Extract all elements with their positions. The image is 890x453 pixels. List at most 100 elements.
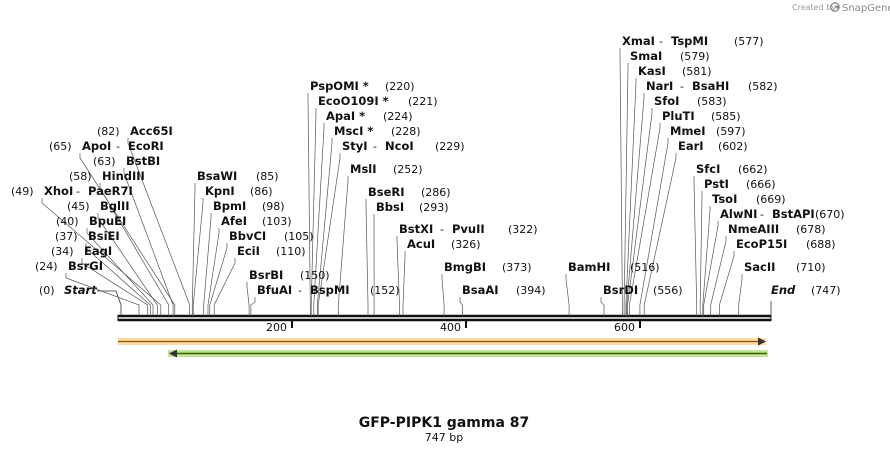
site-position: (221) [408, 95, 438, 108]
site-name: StyI [342, 139, 368, 153]
site-kasi[interactable]: KasI (581) [625, 64, 712, 316]
site-mmei[interactable]: MmeI (597) [639, 124, 746, 316]
site-leader-line [639, 138, 669, 316]
site-tsoi[interactable]: TsoI (669) [702, 192, 786, 316]
site-position: (110) [276, 245, 306, 258]
site-position: (40) [56, 215, 79, 228]
site-eagi[interactable]: EagI (34) [51, 244, 149, 316]
snapgene-logo-icon [830, 2, 840, 12]
site-position: (597) [716, 125, 746, 138]
site-pluti[interactable]: PluTI (585) [629, 109, 741, 316]
map-length: 747 bp [425, 431, 463, 444]
site-xmai[interactable]: XmaI - TspMI (577) [619, 34, 764, 316]
site-name: PluTI [662, 109, 695, 123]
site-name: BsiEI [88, 229, 120, 243]
site-ecii[interactable]: EciI (110) [213, 244, 306, 316]
site-kpni[interactable]: KpnI (86) [192, 184, 273, 316]
site-bpmi[interactable]: BpmI (98) [203, 199, 285, 316]
site-styi[interactable]: StyI - NcoI (229) [317, 139, 465, 316]
site-eari[interactable]: EarI (602) [643, 139, 748, 316]
site-name: ApoI [82, 139, 111, 153]
site-position: (662) [738, 163, 768, 176]
site-bbvci[interactable]: BbvCI (105) [209, 229, 314, 316]
site-name-separator: - [76, 185, 80, 198]
site-nmeaiii[interactable]: NmeAIII (678) [710, 222, 826, 316]
site-xhoi[interactable]: XhoI - PaeR7I (49) [11, 184, 162, 316]
site-sfci[interactable]: SfcI (662) [693, 162, 768, 316]
site-afei[interactable]: AfeI (103) [207, 214, 292, 316]
site-position: (670) [815, 208, 845, 221]
feature-orange-forward[interactable] [118, 337, 766, 346]
feature-green-reverse[interactable] [168, 349, 768, 358]
site-bsaai[interactable]: BsaAI (394) [459, 283, 546, 316]
site-bamhi[interactable]: BamHI (516) [565, 260, 660, 316]
site-name: EarI [678, 139, 704, 153]
site-apoi[interactable]: ApoI - EcoRI(65) [49, 139, 176, 316]
site-name: MscI * [334, 124, 373, 138]
site-bseri[interactable]: BseRI (286) [365, 185, 451, 316]
site-leader-line [719, 251, 735, 316]
site-pspomi[interactable]: PspOMI * (220) [307, 79, 415, 316]
site-smai[interactable]: SmaI (579) [623, 49, 710, 316]
site-name-separator: - [659, 35, 663, 48]
site-nari[interactable]: NarI - BsaHI (582) [626, 79, 778, 316]
site-bsawi[interactable]: BsaWI (85) [191, 169, 279, 316]
site-bglii[interactable]: BglII (45) [67, 199, 158, 316]
site-position: (577) [734, 35, 764, 48]
site-leader-line [629, 123, 661, 316]
site-leader-line [209, 243, 228, 316]
site-name: BglII [100, 199, 130, 213]
site-psti[interactable]: PstI (666) [699, 177, 776, 316]
site-position: (710) [796, 261, 826, 274]
site-leader-line [203, 213, 212, 316]
site-bbsi[interactable]: BbsI (293) [373, 200, 449, 316]
site-position: (98) [262, 200, 285, 213]
site-leader-line [207, 228, 220, 316]
site-bsrbi[interactable]: BsrBI (150) [246, 268, 330, 316]
site-bsrdi[interactable]: BsrDI (556) [600, 283, 683, 316]
site-name: SfcI [696, 162, 720, 176]
site-ecoo109i[interactable]: EcoO109I * (221) [310, 94, 438, 316]
site-alwni[interactable]: AlwNI - BstAPI (670) [703, 207, 845, 316]
site-acui[interactable]: AcuI (326) [402, 237, 481, 316]
site-bmgbi[interactable]: BmgBI (373) [441, 260, 532, 316]
tick-label-200: 200 [266, 321, 287, 334]
site-bfuai[interactable]: BfuAI - BspMI (152) [250, 283, 400, 316]
end-label: End [771, 283, 796, 297]
credit-prefix: Created by [792, 3, 836, 12]
site-name: PaeR7I [88, 184, 133, 198]
site-sfoi[interactable]: SfoI (583) [627, 94, 727, 316]
site-ecop15i[interactable]: EcoP15I (688) [719, 237, 836, 316]
site-name: BsaAI [462, 283, 499, 297]
site-bstbi[interactable]: BstBI (63) [93, 154, 174, 316]
site-sacii[interactable]: SacII (710) [738, 260, 826, 316]
site-msci[interactable]: MscI * (228) [316, 124, 421, 316]
ruler-tick-600: 600 [614, 321, 641, 334]
site-leader-line [250, 297, 256, 316]
site-name: BsaWI [197, 169, 237, 183]
site-msli[interactable]: MslI (252) [337, 162, 423, 316]
site-position: (602) [718, 140, 748, 153]
site-apai[interactable]: ApaI * (224) [313, 109, 413, 316]
site-position: (373) [502, 261, 532, 274]
site-leader-line [85, 243, 151, 316]
site-position: (582) [748, 80, 778, 93]
site-position: (220) [385, 80, 415, 93]
tick-label-600: 600 [614, 321, 635, 334]
map-title: GFP-PIPK1 gamma 87 [359, 415, 530, 431]
site-position: (516) [630, 261, 660, 274]
site-bsiei[interactable]: BsiEI (37) [55, 229, 151, 316]
site-bstxi[interactable]: BstXI - PvuII (322) [396, 222, 538, 316]
site-acc65i[interactable]: Acc65I (82) [97, 124, 191, 316]
site-name: PvuII [452, 222, 485, 236]
site-hindiii[interactable]: HindIII (58) [69, 169, 170, 316]
site-leader-line [65, 273, 140, 316]
tick-label-400: 400 [440, 321, 461, 334]
site-position: (322) [508, 223, 538, 236]
site-name: BsrDI [603, 283, 638, 297]
site-bsrgi[interactable]: BsrGI (24) [35, 259, 140, 316]
site-leader-line [623, 63, 629, 316]
site-leader-line [79, 153, 176, 316]
site-bpuei[interactable]: BpuEI (40) [56, 214, 154, 316]
site-leader-line [459, 297, 463, 316]
